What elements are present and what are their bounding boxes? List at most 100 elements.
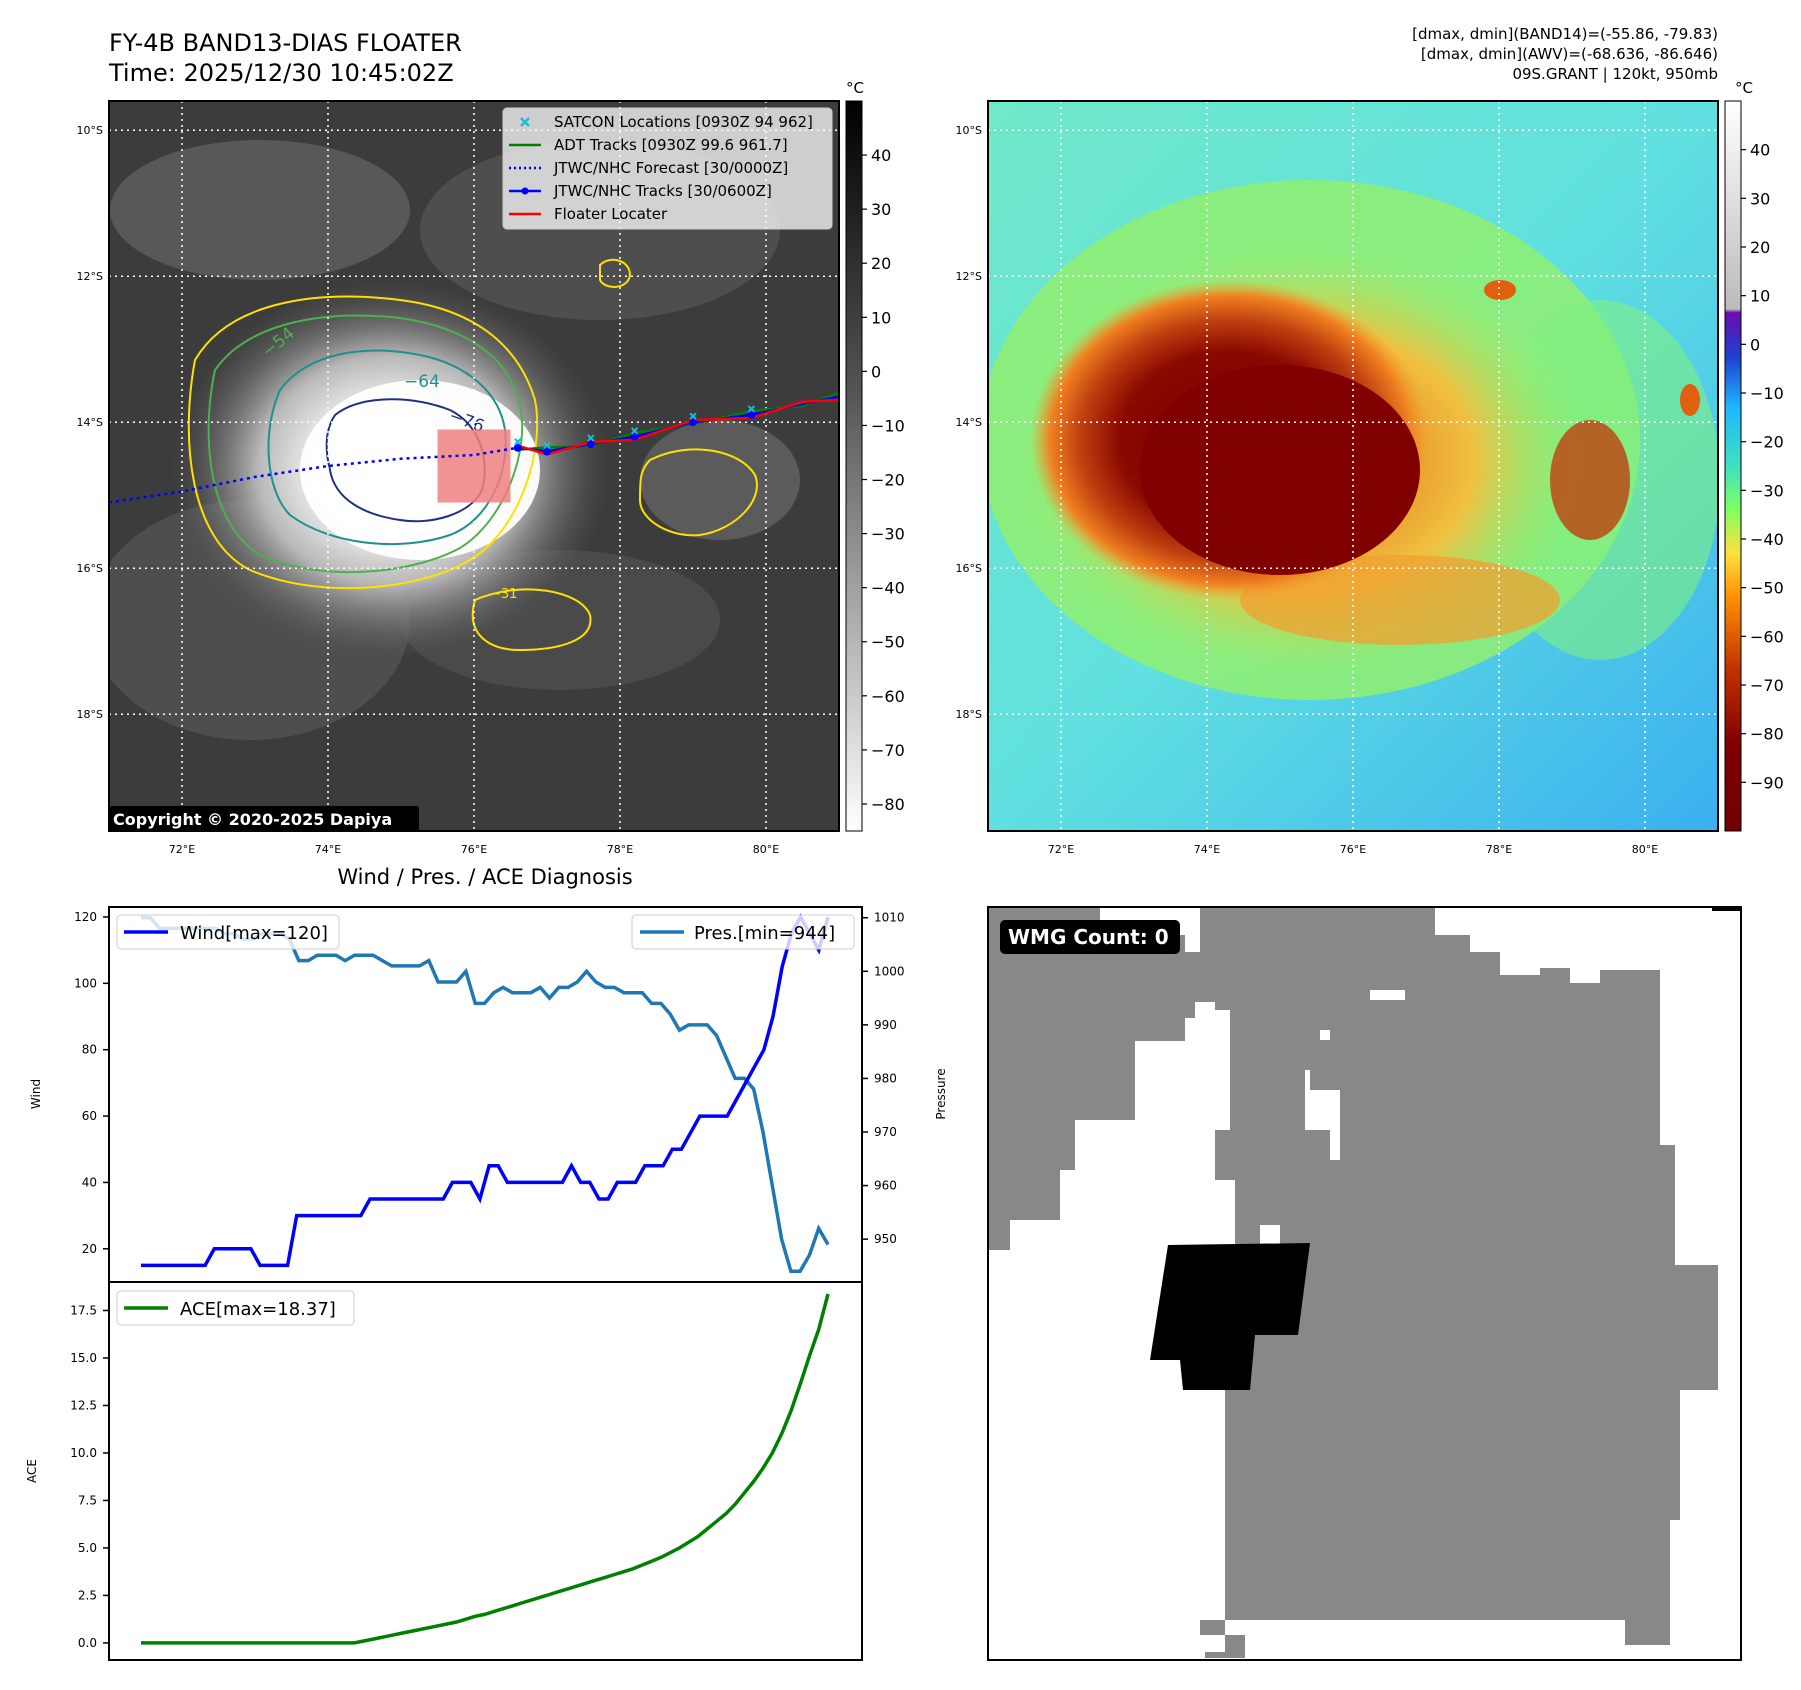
awv-lat-label: 16°S <box>956 562 982 575</box>
ir-lon-label: 80°E <box>753 843 779 856</box>
title-line2: Time: 2025/12/30 10:45:02Z <box>108 59 454 87</box>
y-tick-label: 5.0 <box>78 1541 97 1555</box>
legend-item: JTWC/NHC Tracks [30/0600Z] <box>509 182 772 200</box>
awv-lon-label: 74°E <box>1194 843 1220 856</box>
awv-lon-label: 80°E <box>1632 843 1658 856</box>
legend-item-label: JTWC/NHC Tracks [30/0600Z] <box>553 182 772 200</box>
title-line1: FY-4B BAND13-DIAS FLOATER <box>109 29 462 57</box>
colorbar-tick-label: 30 <box>871 200 891 219</box>
y2-tick-label: 960 <box>874 1179 897 1193</box>
copyright: Copyright © 2020-2025 Dapiya <box>113 810 392 829</box>
wind-legend: Wind[max=120] <box>116 914 340 950</box>
awv-lat-label: 18°S <box>956 708 982 721</box>
y2-tick-label: 1010 <box>874 911 905 925</box>
ir-colorbar-unit: °C <box>846 79 864 97</box>
ir-lat-label: 12°S <box>77 270 103 283</box>
ace-y-ticks: 17.5 15.0 12.5 10.0 7.5 5.0 2.5 0.0 <box>70 1303 109 1650</box>
pressure-y-ticks: 1010 1000 990 980 970 960 950 <box>862 911 905 1246</box>
colorbar-tick-label: 10 <box>1750 287 1770 306</box>
awv-map: 10°S 12°S 14°S 16°S 18°S 72°E 74°E 76°E 78°E 80°… <box>956 100 1719 856</box>
awv-lon-label: 76°E <box>1340 843 1366 856</box>
colorbar-tick-label: −70 <box>871 741 905 760</box>
legend-item: Floater Locater <box>509 205 668 223</box>
floater-box <box>437 429 511 503</box>
ace-legend: ACE[max=18.37] <box>116 1290 355 1326</box>
track-point <box>747 410 756 419</box>
ir-lon-label: 74°E <box>315 843 341 856</box>
ace-axis-label: ACE <box>25 1459 39 1483</box>
y-tick-label: 0.0 <box>78 1636 97 1650</box>
ir-lon-label: 76°E <box>461 843 487 856</box>
wind-axis-label: Wind <box>29 1079 43 1109</box>
y-tick-label: 20 <box>82 1242 97 1256</box>
y-tick-label: 2.5 <box>78 1588 97 1602</box>
info-line3: 09S.GRANT | 120kt, 950mb <box>1512 65 1718 83</box>
colorbar-tick-label: −60 <box>1750 627 1784 646</box>
colorbar-tick-label: −30 <box>1750 481 1784 500</box>
awv-lon-label: 72°E <box>1048 843 1074 856</box>
colorbar-tick-label: −30 <box>871 525 905 544</box>
satcon-marker <box>514 438 522 446</box>
info-line2: [dmax, dmin](AWV)=(-68.636, -86.646) <box>1421 45 1718 63</box>
satcon-marker <box>543 441 551 450</box>
ir-lon-label: 78°E <box>607 843 633 856</box>
y2-tick-label: 970 <box>874 1125 897 1139</box>
colorbar-tick-label: −20 <box>871 471 905 490</box>
wind-line <box>141 913 830 1268</box>
wind-legend-label: Wind[max=120] <box>180 923 328 944</box>
colorbar-tick-label: 40 <box>871 146 891 165</box>
y-tick-label: 80 <box>82 1043 97 1057</box>
ir-lat-label: 18°S <box>77 708 103 721</box>
y2-tick-label: 990 <box>874 1018 897 1032</box>
colorbar-tick-label: −50 <box>871 633 905 652</box>
awv-colorbar-unit: °C <box>1735 79 1753 97</box>
awv-colorbar: °C 40 30 20 10 0 −10 −20 −30 −40 −50 −60 −70 −80 −90 <box>1724 79 1784 832</box>
legend-item-label: SATCON Locations [0930Z 94 962] <box>554 113 813 131</box>
y-tick-label: 17.5 <box>70 1303 97 1317</box>
legend-item: ADT Tracks [0930Z 99.6 961.7] <box>509 136 788 154</box>
wind-pressure-panel: 120 100 80 60 40 20 1010 1000 990 980 970 960 950 W… <box>29 906 948 1283</box>
info-line1: [dmax, dmin](BAND14)=(-55.86, -79.83) <box>1412 25 1718 43</box>
colorbar-tick-label: 30 <box>1750 189 1770 208</box>
map-legend: SATCON Locations [0930Z 94 962] ADT Track… <box>502 107 833 230</box>
wmg-count-badge: WMG Count: 0 <box>1008 925 1169 949</box>
awv-lon-label: 78°E <box>1486 843 1512 856</box>
ace-line <box>141 1293 830 1645</box>
track-point <box>513 443 522 452</box>
pressure-axis-label: Pressure <box>934 1068 948 1119</box>
satcon-marker <box>689 412 697 420</box>
colorbar-tick-label: 10 <box>871 308 891 327</box>
colorbar-tick-label: 0 <box>1750 335 1760 354</box>
ir-lat-label: 16°S <box>77 562 103 575</box>
satcon-marker <box>747 405 756 413</box>
track-point <box>630 432 639 441</box>
ir-lon-label: 72°E <box>169 843 195 856</box>
colorbar-tick-label: −90 <box>1750 773 1784 792</box>
colorbar-tick-label: 20 <box>871 254 891 273</box>
y2-tick-label: 1000 <box>874 964 905 978</box>
awv-lat-label: 14°S <box>956 416 982 429</box>
satcon-marker <box>587 434 595 442</box>
ace-legend-label: ACE[max=18.37] <box>180 1299 336 1320</box>
ace-panel: 17.5 15.0 12.5 10.0 7.5 5.0 2.5 0.0 ACE ACE[max… <box>25 1281 863 1661</box>
y2-tick-label: 980 <box>874 1071 897 1085</box>
track-point <box>586 440 595 449</box>
track-point <box>543 447 551 456</box>
ir-lat-labels: 10°S 12°S 14°S 16°S 18°S <box>77 124 103 721</box>
y-tick-label: 12.5 <box>70 1398 97 1412</box>
pressure-legend: Pres.[min=944] <box>631 914 855 950</box>
colorbar-tick-label: −80 <box>1750 725 1784 744</box>
colorbar-tick-label: −10 <box>1750 384 1784 403</box>
wmg-panel: WMG Count: 0 <box>987 906 1742 1661</box>
ir-map: −64 −76 −54 −31 10°S12°S14°S16°S18°S 72°… <box>77 100 840 856</box>
wind-y-ticks: 120 100 80 60 40 20 <box>74 910 109 1256</box>
y-tick-label: 10.0 <box>70 1446 97 1460</box>
ir-lon-labels: 72°E 74°E 76°E 78°E 80°E <box>169 843 779 856</box>
y-tick-label: 60 <box>82 1109 97 1123</box>
awv-lon-labels: 72°E 74°E 76°E 78°E 80°E <box>1048 843 1658 856</box>
colorbar-tick-label: −10 <box>871 416 905 435</box>
wmg-eye-region <box>1150 1243 1310 1390</box>
legend-item: JTWC/NHC Forecast [30/0000Z] <box>509 159 788 177</box>
legend-item-label: ADT Tracks [0930Z 99.6 961.7] <box>554 136 788 154</box>
